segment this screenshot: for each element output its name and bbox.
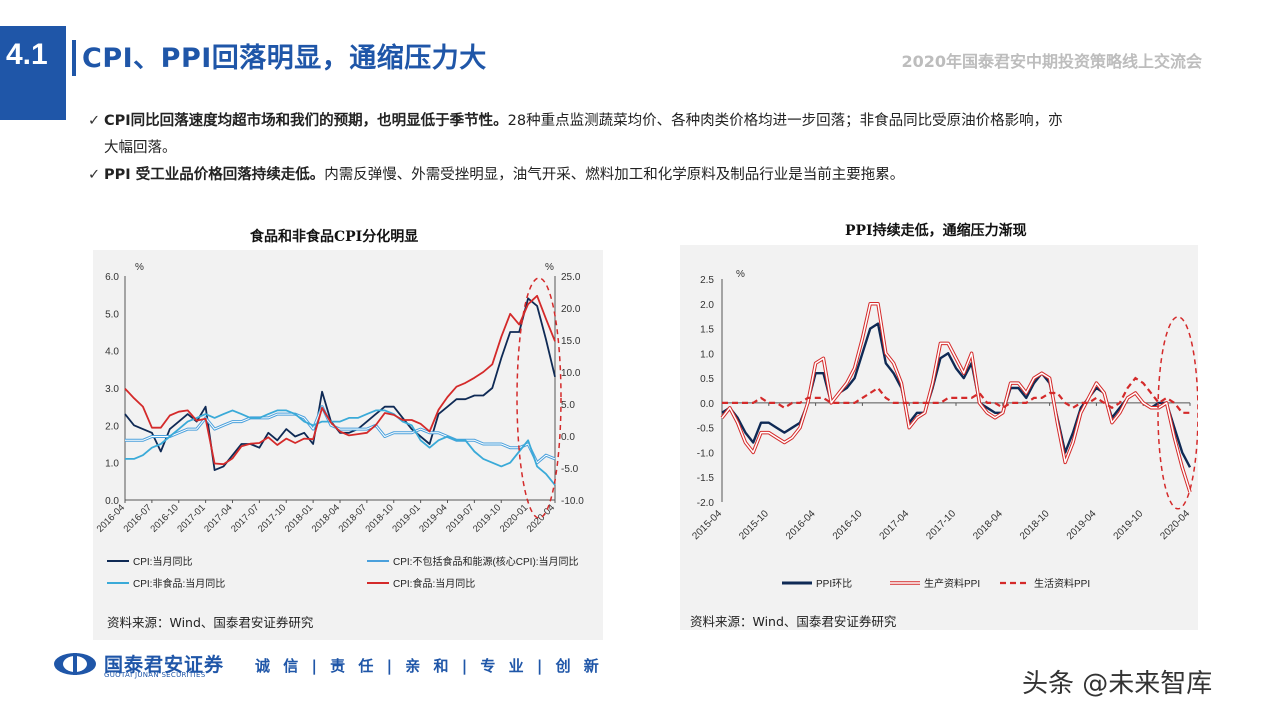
y-tick-label-left: 5.0	[105, 309, 119, 320]
brand-logo-icon	[54, 653, 96, 675]
y-tick-label-left: 2.0	[105, 421, 119, 432]
bullet-list: ✓ CPI同比回落速度均超市场和我们的预期，也明显低于季节性。28种重点监测蔬菜…	[88, 108, 1178, 189]
bullet-cpi-body-cont: 大幅回落。	[104, 140, 177, 156]
y-tick-label: -1.5	[697, 473, 715, 484]
source-note-ppi: 资料来源：Wind、国泰君安证券研究	[690, 614, 897, 629]
x-tick-label: 2019-10	[1112, 508, 1146, 542]
legend-label: CPI:非食品:当月同比	[133, 577, 225, 590]
y-tick-label: -1.0	[697, 448, 715, 459]
legend-label: 生产资料PPI	[924, 577, 980, 590]
bullet-ppi-body: 内需反弹慢、外需受挫明显，油气开采、燃料加工和化学原料及制品行业是当前主要拖累。	[324, 167, 905, 183]
legend-label: 生活资料PPI	[1034, 577, 1090, 590]
y-tick-label: 0.5	[700, 374, 714, 385]
x-tick-label: 2020-01	[498, 502, 530, 534]
y-tick-label-left: 1.0	[105, 459, 119, 470]
check-icon: ✓	[88, 113, 101, 129]
y-tick-label-left: 3.0	[105, 384, 119, 395]
x-tick-label: 2018-01	[283, 502, 315, 534]
series-line-1	[721, 322, 1192, 468]
x-tick-label: 2016-04	[784, 508, 818, 542]
y-unit-left: %	[135, 262, 144, 273]
x-tick-label: 2018-10	[363, 502, 395, 534]
y-tick-label-right: -10.0	[561, 496, 584, 507]
series-line-2-inner	[721, 303, 1191, 493]
y-tick-label-right: -5.0	[561, 464, 579, 475]
chart-panel-ppi	[680, 245, 1198, 630]
y-tick-label: 2.0	[700, 300, 714, 311]
series-line-3	[125, 409, 556, 486]
page-title: CPI、PPI回落明显，通缩压力大	[82, 43, 487, 74]
y-tick-label-right: 0.0	[561, 432, 575, 443]
event-name: 2020年国泰君安中期投资策略线上交流会	[901, 52, 1202, 71]
x-tick-label: 2018-04	[971, 508, 1005, 542]
series-line-2-inner	[125, 406, 556, 464]
x-tick-label: 2018-04	[310, 502, 342, 534]
y-tick-label-left: 0.0	[105, 496, 119, 507]
series-line-3	[722, 376, 1190, 414]
x-tick-label: 2019-10	[471, 502, 503, 534]
x-tick-label: 2019-01	[390, 502, 422, 534]
x-tick-label: 2020-04	[525, 502, 557, 534]
bullet-cpi: ✓ CPI同比回落速度均超市场和我们的预期，也明显低于季节性。28种重点监测蔬菜…	[88, 108, 1178, 162]
watermark: 头条 @未来智库	[1022, 669, 1213, 699]
y-tick-label-left: 4.0	[105, 347, 119, 358]
x-tick-label: 2019-04	[1065, 508, 1099, 542]
x-tick-label: 2016-07	[122, 502, 154, 534]
x-tick-label: 2017-07	[229, 502, 261, 534]
y-unit-right: %	[545, 262, 554, 273]
x-tick-label: 2017-01	[175, 502, 207, 534]
footer-brand-en: GUOTAI JUNAN SECURITIES	[104, 671, 206, 679]
x-tick-label: 2018-10	[1018, 508, 1052, 542]
y-tick-label-right: 10.0	[561, 368, 581, 379]
legend-label: CPI:当月同比	[133, 555, 192, 568]
source-note-cpi: 资料来源：Wind、国泰君安证券研究	[107, 615, 314, 630]
highlight-ellipse	[1157, 316, 1198, 510]
check-icon: ✓	[88, 167, 101, 183]
y-unit: %	[736, 269, 745, 280]
x-tick-label: 2018-07	[337, 502, 369, 534]
y-tick-label: 1.5	[700, 325, 714, 336]
y-tick-label-right: 25.0	[561, 272, 581, 283]
chart-title-cpi: 食品和非食品CPI分化明显	[250, 229, 419, 245]
y-tick-label-left: 6.0	[105, 272, 119, 283]
x-tick-label: 2020-04	[1158, 508, 1192, 542]
chart-title-ppi: PPI持续走低，通缩压力渐现	[845, 223, 1027, 239]
ppi-chart: -2.0 -1.5 -1.0 -0.5 0.0 0.5 1.0 1.5 2.0 2.5% 2015-…	[690, 269, 1198, 590]
y-tick-label-right: 5.0	[561, 400, 575, 411]
x-tick-label: 2017-10	[924, 508, 958, 542]
y-tick-label: 0.0	[700, 399, 714, 410]
y-tick-label: -2.0	[697, 498, 715, 509]
x-tick-label: 2017-04	[878, 508, 912, 542]
chart-panel-cpi	[93, 250, 603, 640]
highlight-ellipse	[516, 277, 562, 519]
y-tick-label: -0.5	[697, 424, 715, 435]
bullet-ppi: ✓ PPI 受工业品价格回落持续走低。内需反弹慢、外需受挫明显，油气开采、燃料加…	[88, 162, 1178, 189]
y-tick-label: 2.5	[700, 275, 714, 286]
title-accent-bar	[72, 40, 76, 76]
x-tick-label: 2015-04	[690, 508, 724, 542]
x-tick-label: 2017-10	[256, 502, 288, 534]
x-tick-label: 2015-10	[737, 508, 771, 542]
x-tick-label: 2019-07	[444, 502, 476, 534]
series-line-1	[124, 297, 556, 471]
y-tick-label-right: 20.0	[561, 304, 581, 315]
legend-label: CPI:食品:当月同比	[393, 577, 475, 590]
x-tick-label: 2019-04	[417, 502, 449, 534]
bullet-cpi-body: 28种重点监测蔬菜均价、各种肉类价格均进一步回落；非食品同比受原油价格影响，亦	[507, 113, 1063, 129]
legend-label: CPI:不包括食品和能源(核心CPI):当月同比	[393, 555, 579, 568]
x-tick-label: 2016-04	[95, 502, 127, 534]
bullet-cpi-headline: CPI同比回落速度均超市场和我们的预期，也明显低于季节性。	[104, 113, 508, 129]
legend-label: PPI环比	[816, 578, 852, 590]
footer-brand: 国泰君安证券	[104, 654, 225, 676]
x-tick-label: 2016-10	[831, 508, 865, 542]
section-number: 4.1	[0, 26, 66, 120]
x-tick-label: 2017-04	[202, 502, 234, 534]
y-tick-label: 1.0	[700, 349, 714, 360]
bullet-ppi-headline: PPI 受工业品价格回落持续走低。	[104, 167, 325, 183]
y-tick-label-right: 15.0	[561, 336, 581, 347]
x-tick-label: 2016-10	[148, 502, 180, 534]
series-line-4	[124, 294, 556, 466]
cpi-chart: 0.0 1.0 2.0 3.0 4.0 5.0 6.0 -10.0 -5.0 0.0 5.0 10.0…	[95, 262, 585, 590]
footer-motto: 诚 信 | 责 任 | 亲 和 | 专 业 | 创 新	[255, 657, 603, 675]
